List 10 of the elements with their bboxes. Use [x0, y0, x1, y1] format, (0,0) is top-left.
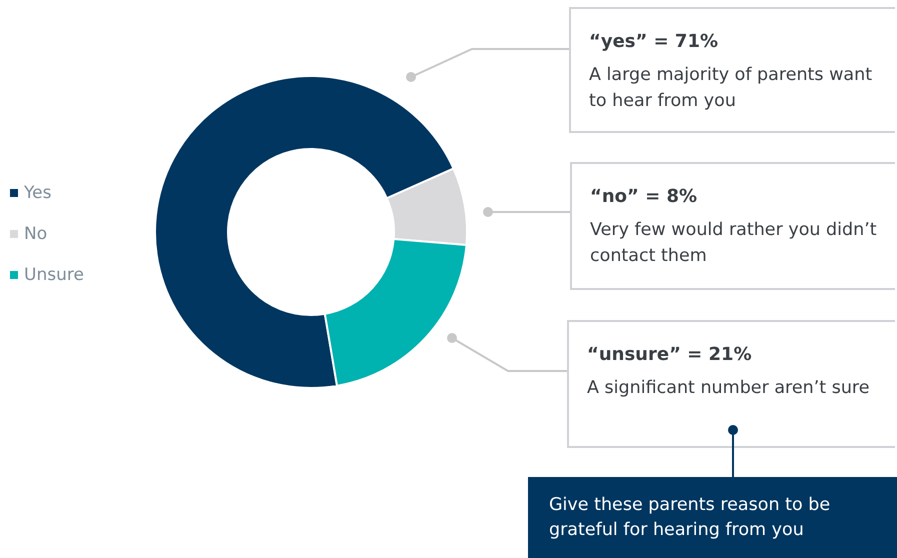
legend-label: No	[24, 224, 48, 244]
text: “no” = 8%	[590, 186, 698, 207]
text: A significant number aren’t sure	[587, 377, 870, 400]
legend-label: Unsure	[24, 264, 84, 284]
text: “yes” = 71%	[589, 31, 720, 52]
text: A large majority of parents want to hear from you	[589, 64, 874, 113]
text: “unsure” = 21%	[587, 344, 753, 365]
legend-label: Yes	[24, 182, 52, 202]
text: Give these parents reason to be grateful for hearing from you	[528, 477, 897, 558]
text: Very few would rather you didn’t contact them	[590, 219, 878, 268]
